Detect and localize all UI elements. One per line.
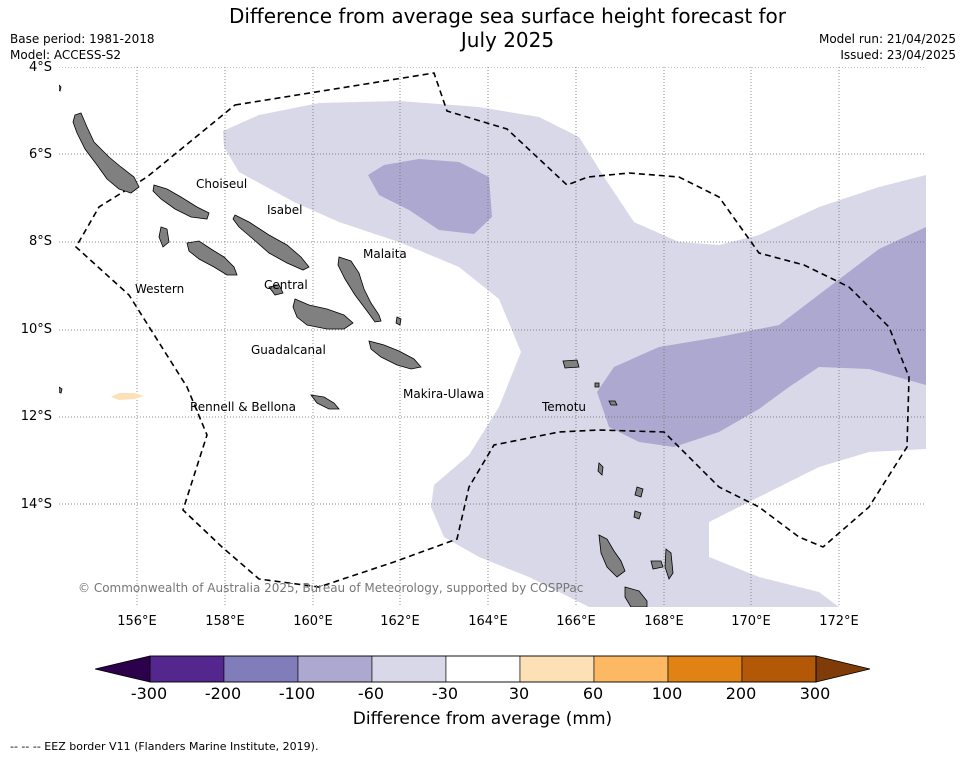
island-central — [268, 284, 284, 296]
colorbar-tick: 60 — [582, 684, 604, 703]
lat-label: 14°S — [20, 497, 52, 512]
island-small-6 — [395, 316, 402, 326]
island-western-1 — [158, 226, 170, 248]
colorbar-tick: 200 — [725, 684, 757, 703]
lon-label: 158°E — [205, 614, 245, 629]
map-title-line1: Difference from average sea surface heig… — [228, 4, 787, 28]
lat-label: 4°S — [28, 60, 52, 75]
colorbar-tick: 100 — [651, 684, 683, 703]
colorbar-tick: -30 — [431, 684, 459, 703]
island-vanuatu-2 — [664, 548, 674, 580]
lat-label: 10°S — [20, 322, 52, 337]
place-label: Guadalcanal — [251, 343, 326, 357]
lon-label: 172°E — [819, 614, 859, 629]
colorbar-tick: 300 — [799, 684, 831, 703]
colorbar-bin — [445, 655, 521, 683]
island-makira — [368, 340, 422, 370]
island-temotu-2 — [594, 382, 600, 388]
eez-solomon-islands — [74, 72, 910, 588]
lon-label: 166°E — [556, 614, 596, 629]
eez-borders — [74, 72, 910, 588]
colorbar-bin — [297, 655, 373, 683]
lat-label: 6°S — [28, 147, 52, 162]
place-label: Rennell & Bellona — [190, 400, 296, 414]
place-label: Isabel — [267, 203, 302, 217]
graticule — [59, 67, 926, 607]
colorbar-bin — [519, 655, 595, 683]
island-temotu-3 — [608, 400, 618, 406]
place-label: Makira-Ulawa — [403, 387, 484, 401]
island-rennell — [310, 394, 340, 410]
colorbar-bin — [149, 655, 225, 683]
island-malaita — [337, 256, 382, 323]
island-small-3 — [597, 462, 604, 476]
island-small-5 — [59, 386, 63, 394]
place-labels: Choiseul Isabel Malaita Western Central … — [135, 177, 586, 414]
island-choiseul-east — [152, 184, 210, 220]
island-small-4 — [59, 84, 62, 92]
colorbar-bin — [667, 655, 743, 683]
place-label: Malaita — [363, 247, 407, 261]
colorbar-title: Difference from average (mm) — [352, 709, 613, 729]
model-name: Model: ACCESS-S2 — [10, 48, 122, 62]
island-guadalcanal — [292, 298, 354, 330]
lat-label: 8°S — [28, 234, 52, 249]
lon-label: 168°E — [644, 614, 684, 629]
colorbar-tick: -200 — [204, 684, 242, 703]
lon-label: 162°E — [380, 614, 420, 629]
colorbar-over-arrow — [815, 655, 871, 683]
island-temotu-1 — [562, 359, 580, 369]
island-vanuatu-3 — [624, 586, 648, 607]
map-title-line2: July 2025 — [460, 28, 555, 52]
anomaly-light-purple — [223, 101, 926, 607]
lon-label: 170°E — [731, 614, 771, 629]
colorbar — [95, 655, 871, 683]
lon-label: 160°E — [293, 614, 333, 629]
colorbar-tick: -100 — [278, 684, 316, 703]
colorbar-under-arrow — [95, 655, 151, 683]
colorbar-bin — [741, 655, 817, 683]
anomaly-medium-purple-north — [368, 159, 492, 234]
colorbar-bin — [371, 655, 447, 683]
island-choiseul — [72, 112, 140, 194]
island-small-2 — [633, 510, 642, 520]
meta-right: Model run: 21/04/2025 Issued: 23/04/2025 — [819, 31, 956, 63]
place-label: Central — [264, 278, 308, 292]
island-vanuatu-1 — [598, 534, 626, 578]
anomaly-medium-purple-east — [597, 227, 926, 447]
map-title: Difference from average sea surface heig… — [190, 4, 825, 52]
issued-date: Issued: 23/04/2025 — [840, 48, 956, 62]
colorbar-tick: -300 — [130, 684, 168, 703]
place-label: Western — [135, 282, 184, 296]
sea-level-map: Choiseul Isabel Malaita Western Central … — [59, 67, 926, 607]
copyright-notice: © Commonwealth of Australia 2025, Bureau… — [78, 581, 584, 595]
eez-footnote: -- -- -- EEZ border V11 (Flanders Marine… — [10, 740, 319, 753]
island-isabel — [232, 214, 310, 271]
orange-anomaly-patch — [111, 393, 144, 400]
colorbar-bins — [149, 655, 817, 683]
lat-label: 12°S — [20, 409, 52, 424]
model-run: Model run: 21/04/2025 — [818, 32, 956, 46]
place-label: Temotu — [541, 400, 586, 414]
island-western-2 — [186, 240, 238, 276]
lon-label: 156°E — [117, 614, 157, 629]
meta-left: Base period: 1981-2018 Model: ACCESS-S2 — [10, 31, 155, 63]
base-period: Base period: 1981-2018 — [10, 32, 155, 46]
colorbar-tick: 30 — [508, 684, 530, 703]
island-vanuatu-4 — [650, 560, 664, 570]
colorbar-bin — [593, 655, 669, 683]
colorbar-bin — [223, 655, 299, 683]
colorbar-tick: -60 — [357, 684, 385, 703]
place-label: Choiseul — [196, 177, 247, 191]
lon-label: 164°E — [468, 614, 508, 629]
landmasses — [59, 84, 674, 607]
island-small-1 — [634, 486, 644, 498]
